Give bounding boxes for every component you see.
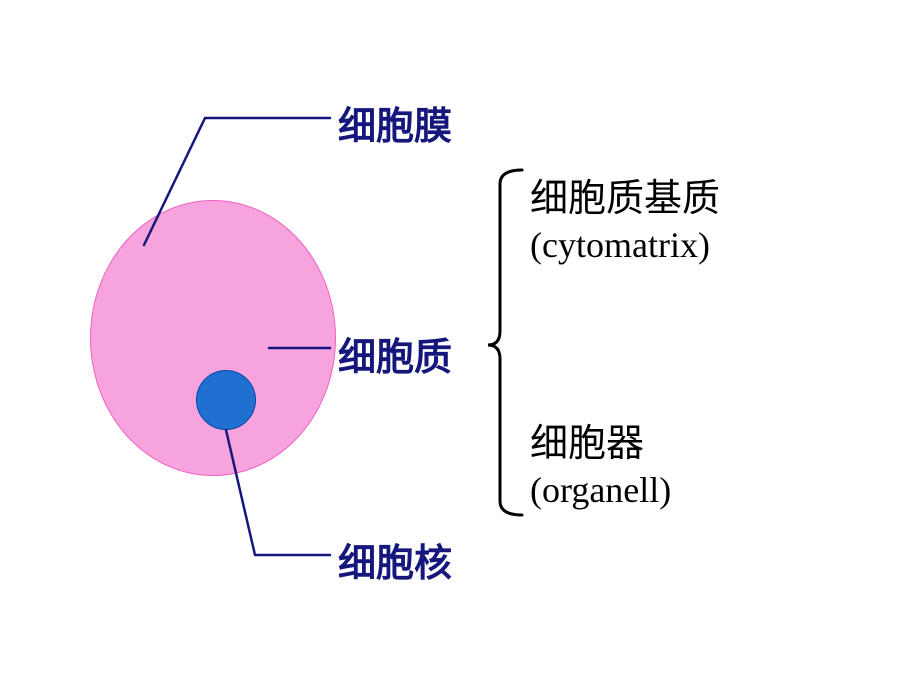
diagram-stage: 细胞膜 细胞质 细胞核 细胞质基质 (cytomatrix) 细胞器 (orga… [0,0,920,690]
label-organelle-en: (organell) [530,467,671,514]
label-cytomatrix-en: (cytomatrix) [530,222,710,269]
label-cytoplasm: 细胞质 [338,326,452,381]
cell-body-shape [90,200,336,476]
nucleus-shape [196,370,256,430]
label-cytomatrix-cn: 细胞质基质 [530,175,720,224]
label-nucleus: 细胞核 [338,532,452,587]
label-membrane: 细胞膜 [338,95,452,150]
label-organelle-cn: 细胞器 [530,420,644,469]
